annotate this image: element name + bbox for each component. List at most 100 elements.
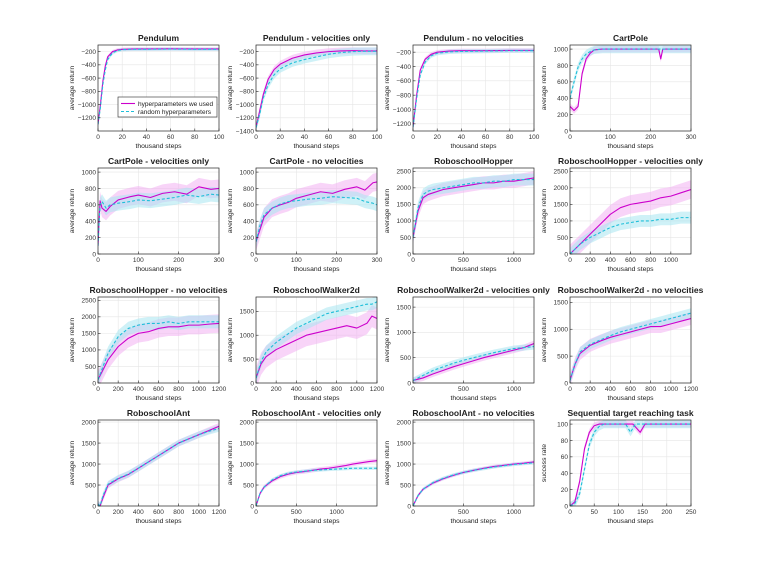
tick-label-x: 100: [372, 134, 383, 141]
tick-label-y: −600: [239, 75, 254, 82]
series-group: [413, 460, 534, 506]
y-axis-label: average return: [384, 189, 391, 233]
tick-label-y: 1000: [554, 218, 569, 225]
chart-title: RoboschoolHopper - velocities only: [558, 156, 703, 166]
chart-panel: 0 20 40 60 80 100 −1400 −1200 −1000 −800 −600 −400 −…: [227, 33, 383, 150]
tick-label-y: 0: [250, 251, 254, 258]
tick-label-x: 200: [271, 386, 282, 393]
tick-label-y: −1000: [78, 102, 97, 109]
tick-label-y: 1500: [554, 202, 569, 209]
tick-label-y: 600: [557, 79, 568, 86]
x-axis-label: thousand steps: [450, 395, 497, 402]
y-axis-label: average return: [227, 318, 234, 362]
tick-label-y: 0: [92, 251, 96, 258]
tick-label-x: 200: [113, 509, 124, 516]
tick-label-x: 500: [458, 257, 469, 264]
chart-title: RoboschoolAnt - no velocities: [412, 408, 535, 418]
tick-label-y: 500: [400, 235, 411, 242]
tick-label-y: 1500: [397, 304, 412, 311]
tick-label-x: 0: [96, 134, 100, 141]
axes-box: [569, 419, 692, 507]
tick-label-x: 400: [133, 386, 144, 393]
tick-label-y: −1200: [78, 115, 97, 122]
chart-title: RoboschoolHopper - no velocities: [90, 285, 228, 295]
tick-label-y: 1000: [554, 46, 569, 53]
tick-label-y: 1000: [397, 461, 412, 468]
tick-label-y: 800: [557, 63, 568, 70]
tick-label-x: 0: [411, 134, 415, 141]
tick-label-y: 40: [561, 471, 569, 478]
plot-area: [570, 45, 691, 131]
series-line-random: [413, 179, 534, 238]
tick-label-y: 600: [85, 202, 96, 209]
tick-label-x: 0: [568, 509, 572, 516]
chart-title: RoboschoolAnt - velocities only: [252, 408, 382, 418]
tick-label-x: 1000: [664, 257, 679, 264]
series-group: [413, 48, 534, 130]
y-axis-label: average return: [384, 66, 391, 110]
series-group: [98, 422, 219, 506]
tick-label-x: 1000: [192, 386, 207, 393]
series-line-used: [413, 49, 534, 128]
tick-label-x: 800: [331, 386, 342, 393]
series-line-random: [570, 423, 691, 506]
tick-label-y: 1000: [82, 461, 97, 468]
y-axis-label: average return: [69, 318, 76, 362]
confidence-band: [570, 312, 691, 383]
chart-panel: 0 500 1000 0 500 1000 1500 RoboschoolWalker2d -…: [384, 285, 550, 402]
tick-label-x: 500: [458, 509, 469, 516]
tick-label-x: 800: [173, 386, 184, 393]
y-axis-label: success rate: [541, 444, 548, 482]
y-axis-label: average return: [227, 441, 234, 485]
series-line-random: [256, 301, 377, 379]
confidence-band: [413, 173, 534, 244]
tick-label-x: 250: [686, 509, 697, 516]
confidence-band: [98, 425, 219, 506]
tick-label-x: 300: [686, 134, 697, 141]
tick-label-x: 1000: [192, 509, 207, 516]
tick-label-x: 200: [661, 509, 672, 516]
y-axis-label: average return: [541, 189, 548, 233]
tick-label-x: 0: [568, 386, 572, 393]
tick-label-x: 400: [133, 509, 144, 516]
chart-panel: 0 50 100 150 200 250 0 20 40 60 80 100 Sequential ta…: [541, 408, 697, 525]
x-axis-label: thousand steps: [607, 395, 654, 402]
tick-label-y: −200: [396, 49, 411, 56]
tick-label-y: −800: [396, 92, 411, 99]
tick-label-y: 400: [85, 219, 96, 226]
tick-label-y: 0: [564, 503, 568, 510]
confidence-band: [256, 47, 377, 131]
tick-label-x: 80: [349, 134, 357, 141]
x-axis-label: thousand steps: [450, 143, 497, 150]
chart-title: Pendulum - no velocities: [423, 33, 523, 43]
tick-label-y: 0: [92, 380, 96, 387]
plot-area: [413, 45, 534, 131]
tick-label-y: 1500: [82, 331, 97, 338]
tick-label-x: 100: [133, 257, 144, 264]
series-line-used: [570, 188, 691, 254]
tick-label-y: 200: [85, 235, 96, 242]
tick-label-y: 0: [407, 251, 411, 258]
chart-title: CartPole - no velocities: [270, 156, 364, 166]
confidence-band: [570, 211, 691, 254]
tick-label-y: 0: [407, 380, 411, 387]
tick-label-x: 150: [637, 509, 648, 516]
tick-label-x: 1000: [664, 386, 679, 393]
x-axis-label: thousand steps: [293, 266, 340, 273]
tick-label-x: 1000: [350, 386, 365, 393]
tick-label-y: −600: [396, 78, 411, 85]
plot-area: [98, 45, 219, 131]
tick-label-x: 0: [568, 257, 572, 264]
tick-label-y: −400: [81, 62, 96, 69]
series-group: [256, 172, 377, 251]
tick-label-x: 0: [254, 386, 258, 393]
axes-box: [97, 167, 220, 255]
tick-label-y: 2500: [82, 298, 97, 305]
tick-label-x: 60: [325, 134, 333, 141]
legend-label: hyperparameters we used: [138, 101, 214, 108]
tick-label-y: 2500: [554, 169, 569, 176]
tick-label-y: −800: [239, 89, 254, 96]
tick-label-y: 400: [557, 96, 568, 103]
series-line-used: [570, 317, 691, 381]
